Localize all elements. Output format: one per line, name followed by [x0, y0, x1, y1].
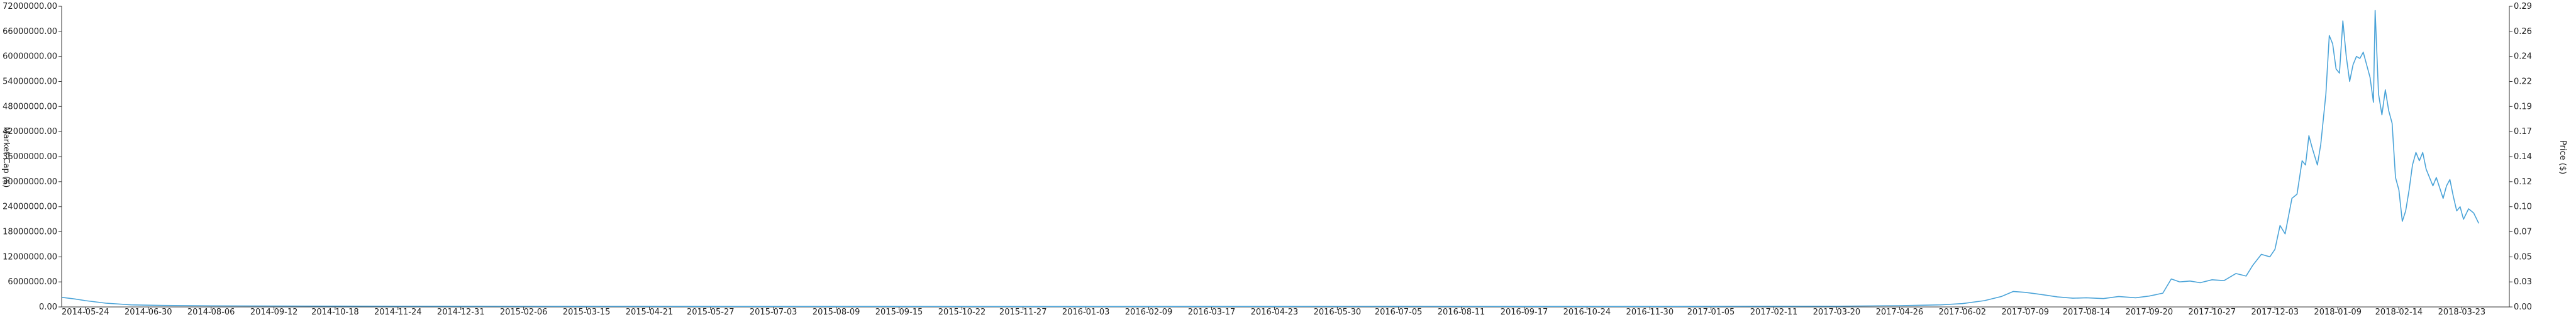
y-axis-right-title: Price ($) — [2558, 140, 2567, 174]
y-left-tick-label: 60000000.00 — [3, 52, 57, 62]
y-left-tick-label: 72000000.00 — [3, 2, 57, 11]
x-tick-label: 2016-08-11 — [1438, 308, 1485, 314]
y-right-tick-label: 0.14 — [2514, 152, 2532, 162]
x-tick-label: 2017-02-11 — [1750, 308, 1798, 314]
x-tick-label: 2017-08-14 — [2063, 308, 2111, 314]
x-tick-label: 2016-11-30 — [1626, 308, 1674, 314]
x-tick-label: 2015-11-27 — [999, 308, 1047, 314]
x-tick-label: 2016-09-17 — [1501, 308, 1548, 314]
x-tick-label: 2015-03-15 — [563, 308, 611, 314]
x-tick-label: 2017-09-20 — [2126, 308, 2174, 314]
y-right-tick-label: 0.22 — [2514, 77, 2532, 87]
y-right-tick-label: 0.12 — [2514, 177, 2532, 187]
x-tick-label: 2015-07-03 — [750, 308, 797, 314]
y-left-tick-label: 42000000.00 — [3, 127, 57, 136]
x-tick-label: 2016-04-23 — [1251, 308, 1299, 314]
series-layer — [61, 9, 2480, 308]
x-tick-label: 2015-05-27 — [687, 308, 735, 314]
y-right-tick-label: 0.10 — [2514, 203, 2532, 212]
y-right-tick-label: 0.19 — [2514, 102, 2532, 111]
x-tick-label: 2015-10-22 — [938, 308, 986, 314]
x-tick-label: 2014-10-18 — [311, 308, 359, 314]
x-tick-label: 2015-02-06 — [500, 308, 548, 314]
x-tick-label: 2014-05-24 — [62, 308, 109, 314]
x-tick-label: 2016-05-30 — [1314, 308, 1362, 314]
y-right-tick-label: 0.24 — [2514, 52, 2532, 62]
x-tick-label: 2014-09-12 — [250, 308, 298, 314]
x-tick-label: 2016-10-24 — [1563, 308, 1611, 314]
y-right-tick-label: 0.29 — [2514, 2, 2532, 11]
y-left-tick-label: 30000000.00 — [3, 177, 57, 187]
x-tick-label: 2017-10-27 — [2189, 308, 2236, 314]
x-tick-label: 2016-07-05 — [1375, 308, 1423, 314]
y-right-tick-label: 0.00 — [2514, 303, 2532, 312]
x-tick-label: 2018-03-23 — [2438, 308, 2486, 314]
x-tick-label: 2014-11-24 — [374, 308, 422, 314]
axes — [61, 6, 2510, 308]
y-left-tick-label: 12000000.00 — [3, 252, 57, 262]
x-tick-label: 2018-01-09 — [2314, 308, 2362, 314]
x-tick-label: 2017-03-20 — [1813, 308, 1861, 314]
y-left-tick-label: 0.00 — [39, 303, 57, 312]
x-tick-label: 2017-06-02 — [1939, 308, 1987, 314]
x-tick-label: 2017-04-26 — [1876, 308, 1924, 314]
tick-labels: 0.00 6000000.00 12000000.00 18000000.00 2400… — [3, 2, 2532, 317]
x-tick-label: 2014-06-30 — [125, 308, 172, 314]
y-right-tick-label: 0.05 — [2514, 252, 2532, 262]
y-right-tick-label: 0.17 — [2514, 127, 2532, 136]
x-tick-label: 2015-04-21 — [626, 308, 674, 314]
x-tick-label: 2018-02-14 — [2375, 308, 2423, 314]
series-line — [61, 9, 2480, 308]
x-tick-label: 2015-09-15 — [875, 308, 923, 314]
y-left-tick-label: 6000000.00 — [8, 277, 57, 287]
y-right-tick-label: 0.26 — [2514, 27, 2532, 36]
y-left-tick-label: 36000000.00 — [3, 152, 57, 162]
y-left-tick-label: 54000000.00 — [3, 77, 57, 87]
x-tick-label: 2016-02-09 — [1125, 308, 1173, 314]
x-tick-label: 2015-08-09 — [813, 308, 860, 314]
x-tick-label: 2017-12-03 — [2251, 308, 2299, 314]
x-tick-label: 2017-07-09 — [2001, 308, 2049, 314]
x-tick-label: 2017-01-05 — [1687, 308, 1735, 314]
y-left-tick-label: 48000000.00 — [3, 102, 57, 111]
x-tick-label: 2014-12-31 — [437, 308, 485, 314]
y-left-tick-label: 18000000.00 — [3, 228, 57, 237]
y-axis-left-title: Market Cap ($) — [1, 127, 11, 188]
x-tick-label: 2016-03-17 — [1188, 308, 1236, 314]
y-left-tick-label: 66000000.00 — [3, 27, 57, 36]
x-tick-label: 2014-08-06 — [187, 308, 235, 314]
y-right-tick-label: 0.07 — [2514, 228, 2532, 237]
x-tick-label: 2016-01-03 — [1062, 308, 1110, 314]
y-left-tick-label: 24000000.00 — [3, 203, 57, 212]
y-right-tick-label: 0.03 — [2514, 277, 2532, 287]
